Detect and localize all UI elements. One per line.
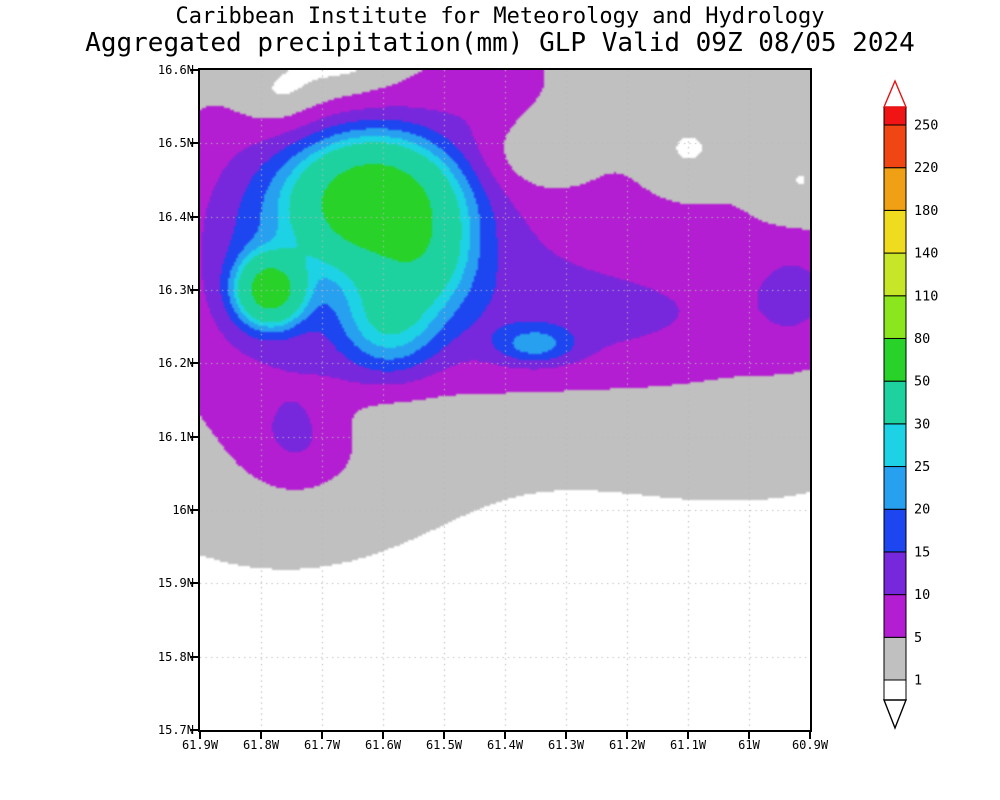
precipitation-field-canvas <box>200 70 810 730</box>
colorbar-band <box>883 167 907 211</box>
x-tick-mark <box>748 732 750 739</box>
x-tick-label: 61.3W <box>547 738 585 752</box>
colorbar-level-label: 80 <box>914 331 930 347</box>
y-tick-mark <box>190 362 198 365</box>
y-tick-label: 16N <box>172 503 194 517</box>
colorbar-level-label: 50 <box>914 374 930 390</box>
y-tick-label: 15.9N <box>157 576 194 591</box>
y-tick-mark <box>190 435 198 438</box>
colorbar-level-label: 15 <box>914 544 930 560</box>
x-tick-mark <box>382 732 384 739</box>
colorbar-level-label: 180 <box>914 203 938 219</box>
colorbar-bottom-arrow-icon <box>882 699 908 730</box>
x-tick-label: 61.8W <box>242 738 280 752</box>
colorbar-band <box>883 209 907 254</box>
colorbar-band-below-min <box>883 679 907 701</box>
colorbar-level-label: 20 <box>914 502 930 518</box>
colorbar-band <box>883 380 907 425</box>
y-tick-label: 16.6N <box>157 63 194 77</box>
colorbar-top-arrow-icon <box>882 79 908 108</box>
colorbar-level-label: 25 <box>914 459 930 475</box>
colorbar-band <box>883 551 907 596</box>
y-tick-label: 16.1N <box>157 429 194 444</box>
y-tick-label: 16.3N <box>157 283 194 297</box>
chart-title-product: Aggregated precipitation(mm) GLP Valid 0… <box>85 28 915 58</box>
colorbar-level-label: 30 <box>914 416 930 432</box>
x-tick-label: 61.1W <box>669 738 707 752</box>
y-tick-mark <box>190 509 198 511</box>
y-tick-mark <box>190 142 198 145</box>
colorbar-band <box>883 636 907 681</box>
colorbar-level-label: 110 <box>914 288 938 304</box>
y-tick-mark <box>190 69 198 71</box>
colorbar-band <box>883 124 907 169</box>
y-tick-mark <box>190 289 198 291</box>
x-tick-mark <box>443 732 445 739</box>
colorbar-level-label: 5 <box>914 630 922 646</box>
y-tick-mark <box>190 215 198 218</box>
y-tick-label: 15.8N <box>157 649 194 664</box>
x-tick-label: 61.6W <box>364 738 402 752</box>
colorbar-band <box>883 594 907 638</box>
x-tick-mark <box>260 732 262 739</box>
y-tick-mark <box>190 729 198 731</box>
x-tick-mark <box>504 732 506 739</box>
x-tick-label: 61.2W <box>608 738 646 752</box>
colorbar-band <box>883 466 907 510</box>
x-tick-mark <box>809 732 811 739</box>
x-axis: 61.9W 61.8W 61.7W 61.6W 61.5W 61.4W 61.3W 61.2W… <box>182 738 828 754</box>
y-axis: 16.6N 16.5N 16.4N 16.3N 16.2N 16.1N 16N 15.9N 15… <box>130 63 194 737</box>
x-tick-label: 61.7W <box>303 738 341 752</box>
x-tick-label: 61.5W <box>425 738 463 752</box>
colorbar-level-label: 1 <box>914 673 922 689</box>
x-tick-mark <box>565 732 567 739</box>
x-tick-label: 61W <box>738 738 760 752</box>
x-tick-mark <box>199 732 201 739</box>
colorbar-level-label: 140 <box>914 246 938 262</box>
y-tick-label: 15.7N <box>157 723 194 737</box>
x-tick-label: 61.4W <box>486 738 524 752</box>
colorbar-band-above-max <box>883 106 907 126</box>
colorbar-level-label: 250 <box>914 118 938 134</box>
colorbar-band <box>883 423 907 468</box>
x-tick-label: 61.9W <box>181 738 219 752</box>
x-tick-mark <box>687 732 689 739</box>
y-tick-label: 16.5N <box>157 136 194 151</box>
colorbar-band <box>883 295 907 339</box>
y-tick-mark <box>190 655 198 658</box>
y-tick-label: 16.2N <box>157 356 194 371</box>
x-tick-mark <box>626 732 628 739</box>
colorbar-band <box>883 337 907 382</box>
x-tick-label: 60.9W <box>791 738 829 752</box>
colorbar-level-label: 10 <box>914 587 930 603</box>
colorbar-level-label: 220 <box>914 160 938 176</box>
y-tick-mark <box>190 582 198 585</box>
map-plot-frame <box>198 68 812 732</box>
colorbar-band <box>883 508 907 553</box>
chart-title-institution: Caribbean Institute for Meteorology and … <box>175 4 825 29</box>
y-tick-label: 16.4N <box>157 209 194 224</box>
colorbar-band <box>883 252 907 297</box>
x-tick-mark <box>321 732 323 739</box>
